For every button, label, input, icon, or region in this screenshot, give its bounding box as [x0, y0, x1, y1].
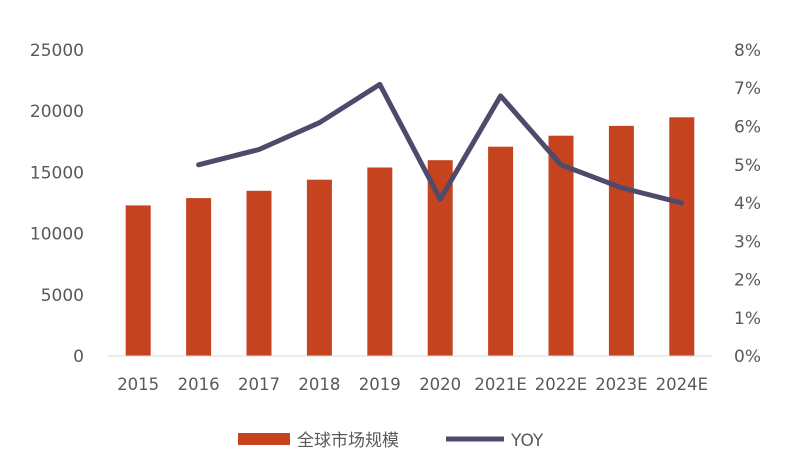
x-tick-label: 2016 — [178, 375, 220, 394]
y-right-tick-label: 0% — [734, 347, 761, 367]
bar-2016 — [186, 198, 211, 356]
x-tick-label: 2020 — [419, 375, 461, 394]
y-left-tick-label: 0 — [73, 347, 84, 367]
x-tick-label: 2017 — [238, 375, 280, 394]
bar-2023E — [609, 126, 634, 356]
x-tick-label: 2022E — [535, 375, 587, 394]
bar-2024E — [669, 117, 694, 356]
y-right-tick-label: 6% — [734, 118, 761, 138]
y-left-tick-label: 25000 — [30, 41, 84, 61]
legend-label-bar: 全球市场规模 — [297, 431, 399, 451]
x-tick-label: 2015 — [117, 375, 159, 394]
bar-2017 — [247, 191, 272, 356]
bar-2021E — [488, 147, 513, 356]
bar-2015 — [126, 205, 151, 356]
bar-2019 — [367, 168, 392, 357]
x-tick-label: 2023E — [595, 375, 647, 394]
x-tick-label: 2019 — [359, 375, 401, 394]
y-left-tick-label: 5000 — [41, 286, 84, 306]
y-left-tick-label: 10000 — [30, 225, 84, 245]
y-right-tick-label: 1% — [734, 309, 761, 329]
y-right-tick-label: 5% — [734, 156, 761, 176]
y-right-tick-label: 4% — [734, 194, 761, 214]
legend-label-line: YOY — [510, 431, 544, 451]
y-right-tick-label: 2% — [734, 271, 761, 291]
bar-2018 — [307, 180, 332, 356]
y-right-tick-label: 7% — [734, 79, 761, 99]
bar-2020 — [428, 160, 453, 356]
legend-swatch-bar — [238, 433, 290, 445]
y-right-tick-label: 3% — [734, 232, 761, 252]
x-tick-label: 2021E — [474, 375, 526, 394]
x-tick-label: 2024E — [656, 375, 708, 394]
y-left-tick-label: 15000 — [30, 163, 84, 183]
x-tick-label: 2018 — [298, 375, 340, 394]
y-left-tick-label: 20000 — [30, 102, 84, 122]
y-right-tick-label: 8% — [734, 41, 761, 61]
